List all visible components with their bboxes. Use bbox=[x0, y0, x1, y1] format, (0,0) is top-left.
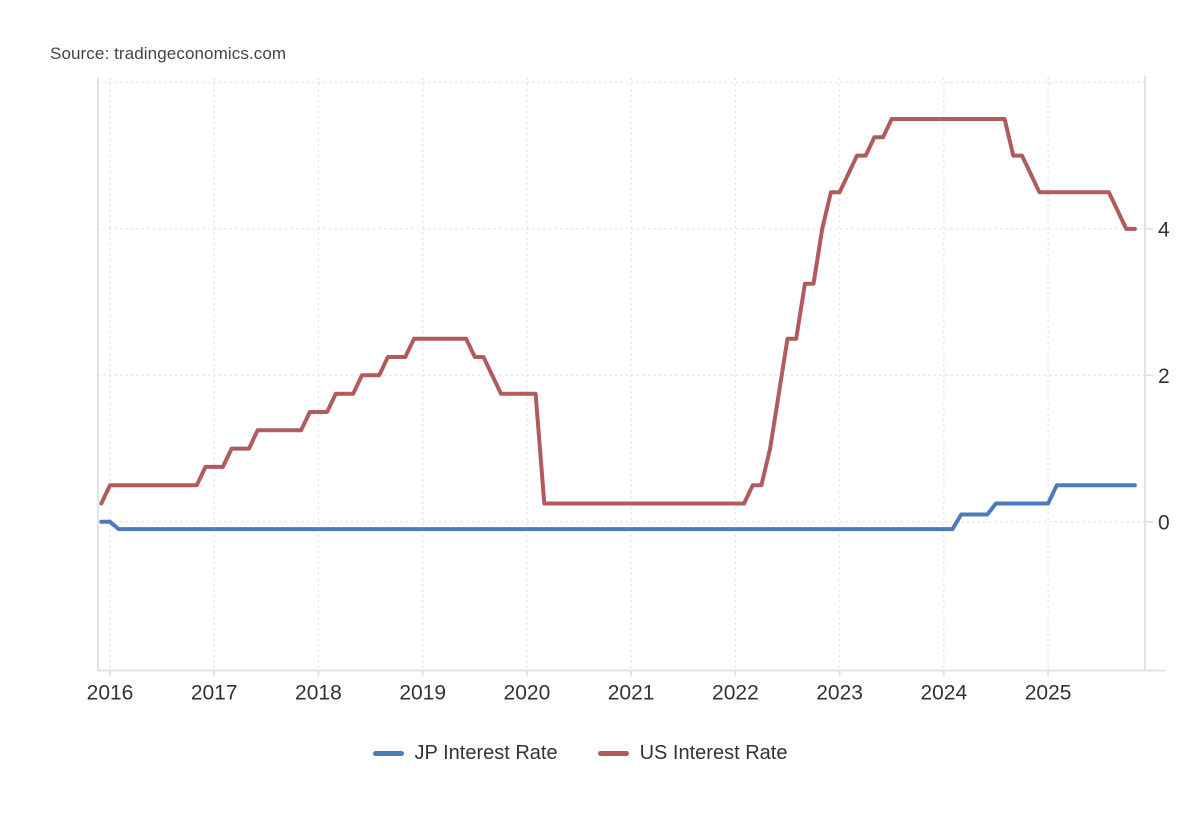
x-tick-label: 2025 bbox=[1025, 682, 1072, 705]
series-line-jp-interest-rate bbox=[99, 483, 1137, 532]
x-tick-label: 2024 bbox=[920, 682, 967, 705]
x-tick-label: 2017 bbox=[191, 682, 238, 705]
source-text: Source: tradingeconomics.com bbox=[50, 44, 287, 63]
legend-item-jp-interest-rate[interactable]: JP Interest Rate bbox=[372, 742, 558, 765]
x-tick-label: 2021 bbox=[608, 682, 655, 705]
series-line-us-interest-rate bbox=[99, 117, 1137, 506]
x-tick-label: 2020 bbox=[504, 682, 551, 705]
x-tick-label: 2016 bbox=[87, 682, 134, 705]
axis-tick-labels: 0 2 4 2016 2017 2018 2019 2020 2021 2022 2023 2024 2… bbox=[87, 218, 1170, 704]
legend: JP Interest Rate US Interest Rate bbox=[0, 742, 1160, 765]
legend-label-us: US Interest Rate bbox=[639, 742, 788, 764]
legend-item-us-interest-rate[interactable]: US Interest Rate bbox=[597, 742, 788, 765]
us-line-swatch-icon bbox=[597, 751, 629, 756]
x-tick-label: 2022 bbox=[712, 682, 759, 705]
gridlines bbox=[98, 78, 1145, 671]
x-tick-label: 2023 bbox=[816, 682, 863, 705]
y-tick-label: 0 bbox=[1158, 511, 1170, 534]
x-tick-label: 2019 bbox=[399, 682, 446, 705]
y-tick-label: 4 bbox=[1158, 218, 1170, 241]
x-tick-label: 2018 bbox=[295, 682, 342, 705]
axes bbox=[97, 76, 1165, 677]
jp-line-swatch-icon bbox=[372, 751, 404, 756]
legend-label-jp: JP Interest Rate bbox=[414, 742, 558, 764]
y-tick-label: 2 bbox=[1158, 365, 1170, 388]
